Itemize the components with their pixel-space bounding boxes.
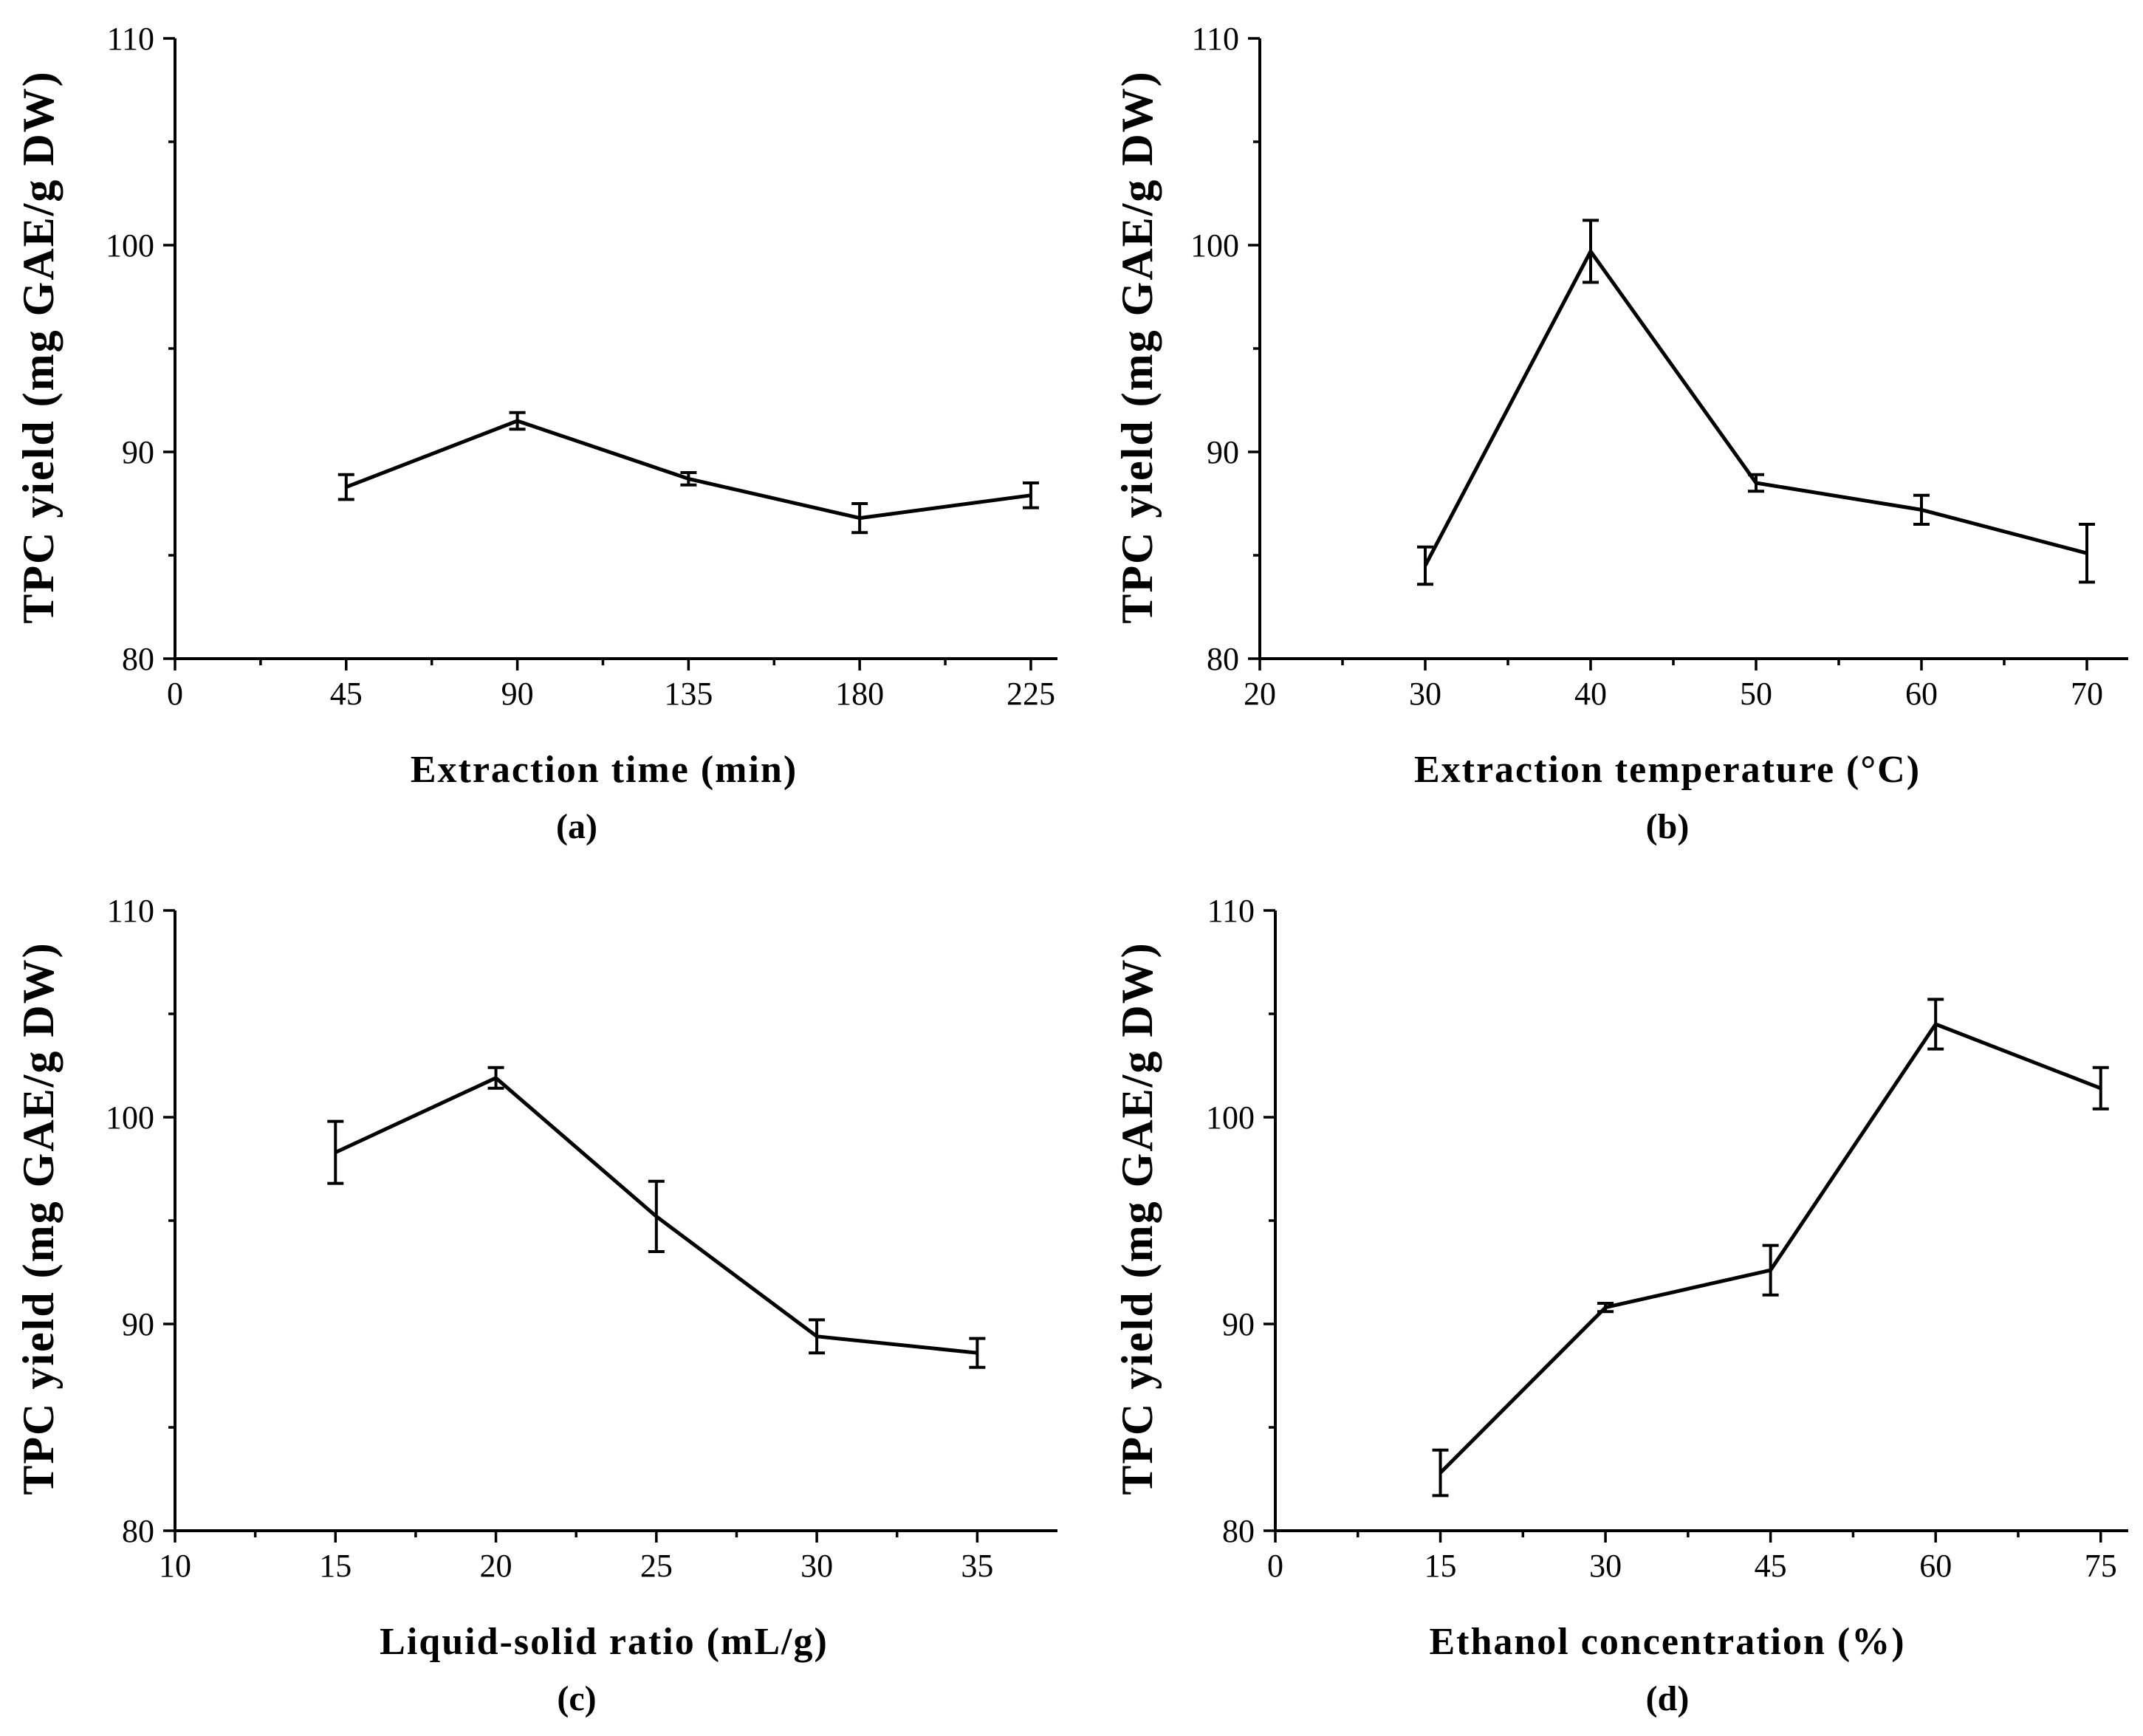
- y-tick-label: 100: [1190, 227, 1239, 264]
- y-tick-label: 100: [106, 227, 154, 264]
- x-axis-title: Ethanol concentration (%): [1429, 1621, 1905, 1663]
- x-tick-label: 30: [800, 1548, 833, 1584]
- x-tick-label: 60: [1905, 676, 1938, 712]
- chart-panel-a: TPC yield (mg GAE/g DW) Extraction time …: [14, 21, 1057, 846]
- x-tick-label: 0: [1267, 1548, 1283, 1584]
- x-tick-label: 0: [167, 676, 183, 712]
- y-tick-label: 110: [1207, 893, 1255, 929]
- y-tick-label: 110: [107, 893, 154, 929]
- x-tick-label: 45: [1755, 1548, 1787, 1584]
- x-tick-label: 10: [159, 1548, 191, 1584]
- panel-label: (b): [1646, 807, 1690, 846]
- y-axis-title: TPC yield (mg GAE/g DW): [1113, 941, 1162, 1495]
- data-series-line: [345, 419, 1032, 521]
- panel-label: (a): [556, 807, 597, 846]
- panel-label: (c): [557, 1679, 596, 1718]
- x-tick-label: 50: [1740, 676, 1772, 712]
- x-tick-label: 75: [2085, 1548, 2117, 1584]
- x-axis-title: Extraction time (min): [411, 749, 798, 791]
- x-tick-label: 20: [1244, 676, 1276, 712]
- x-tick-label: 15: [319, 1548, 352, 1584]
- chart-panel-b: TPC yield (mg GAE/g DW) Extraction tempe…: [1113, 21, 2128, 846]
- y-axis-title: TPC yield (mg GAE/g DW): [14, 70, 63, 623]
- x-tick-label: 45: [330, 676, 363, 712]
- x-axis-title: Extraction temperature (°C): [1414, 749, 1921, 791]
- y-tick-label: 90: [122, 1306, 154, 1342]
- x-tick-label: 180: [835, 676, 884, 712]
- y-tick-label: 80: [1207, 641, 1239, 677]
- x-axis-title: Liquid-solid ratio (mL/g): [380, 1621, 829, 1663]
- x-tick-label: 35: [961, 1548, 993, 1584]
- y-tick-label: 110: [1192, 21, 1239, 57]
- x-tick-label: 225: [1007, 676, 1055, 712]
- y-tick-label: 80: [122, 641, 154, 677]
- panel-label: (d): [1646, 1679, 1690, 1718]
- y-tick-label: 80: [1222, 1513, 1255, 1549]
- data-series-line: [1423, 249, 2088, 567]
- y-tick-label: 100: [106, 1099, 154, 1136]
- x-tick-label: 25: [640, 1548, 673, 1584]
- y-tick-label: 110: [107, 21, 154, 57]
- x-tick-label: 70: [2071, 676, 2103, 712]
- x-tick-label: 15: [1424, 1548, 1457, 1584]
- x-tick-label: 40: [1574, 676, 1607, 712]
- y-tick-label: 100: [1206, 1099, 1255, 1136]
- y-tick-label: 90: [1222, 1306, 1255, 1342]
- chart-panel-c: TPC yield (mg GAE/g DW) Liquid-solid rat…: [14, 893, 1057, 1718]
- x-tick-label: 60: [1919, 1548, 1952, 1584]
- x-tick-label: 30: [1589, 1548, 1622, 1584]
- x-tick-label: 20: [480, 1548, 512, 1584]
- y-tick-label: 90: [122, 434, 154, 470]
- x-tick-label: 135: [664, 676, 713, 712]
- x-tick-label: 90: [501, 676, 534, 712]
- y-tick-label: 90: [1207, 434, 1239, 470]
- x-tick-label: 30: [1409, 676, 1441, 712]
- y-axis-title: TPC yield (mg GAE/g DW): [1113, 70, 1162, 623]
- y-axis-title: TPC yield (mg GAE/g DW): [14, 941, 63, 1495]
- chart-panel-d: TPC yield (mg GAE/g DW) Ethanol concentr…: [1113, 893, 2128, 1718]
- y-tick-label: 80: [122, 1513, 154, 1549]
